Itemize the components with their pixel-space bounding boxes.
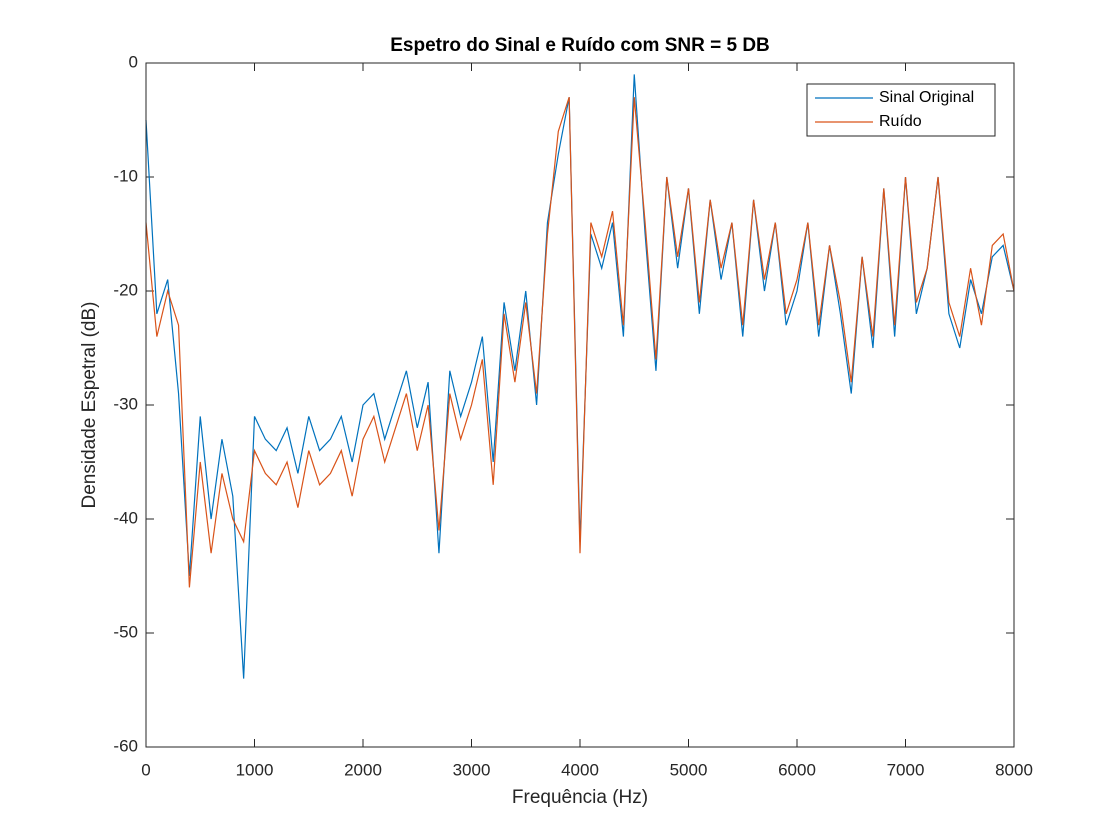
y-tick-label: -30	[113, 394, 138, 413]
series-line	[145, 97, 1015, 588]
y-tick-label: -10	[113, 166, 138, 185]
legend-text: Sinal Original	[879, 89, 974, 106]
y-tick-label: -40	[113, 508, 138, 527]
x-tick-label: 1000	[236, 760, 274, 779]
x-tick-label: 4000	[561, 760, 599, 779]
x-tick-label: 6000	[778, 760, 816, 779]
y-tick-label: -60	[113, 736, 138, 755]
y-axis-label: Densidade Espetral (dB)	[79, 302, 100, 509]
x-axis-label: Frequência (Hz)	[512, 787, 648, 808]
x-tick-label: 0	[141, 760, 150, 779]
legend-text: Ruído	[879, 113, 922, 130]
x-tick-label: 7000	[887, 760, 925, 779]
x-tick-label: 3000	[453, 760, 491, 779]
y-tick-label: 0	[129, 52, 138, 71]
plot-area	[146, 63, 1014, 747]
x-tick-label: 5000	[670, 760, 708, 779]
chart-title: Espetro do Sinal e Ruído com SNR = 5 DB	[390, 35, 770, 56]
x-tick-label: 2000	[344, 760, 382, 779]
x-tick-label: 8000	[995, 760, 1033, 779]
axes-box	[145, 62, 1015, 748]
y-tick-label: -50	[113, 622, 138, 641]
legend-box	[806, 83, 996, 137]
y-tick-label: -20	[113, 280, 138, 299]
